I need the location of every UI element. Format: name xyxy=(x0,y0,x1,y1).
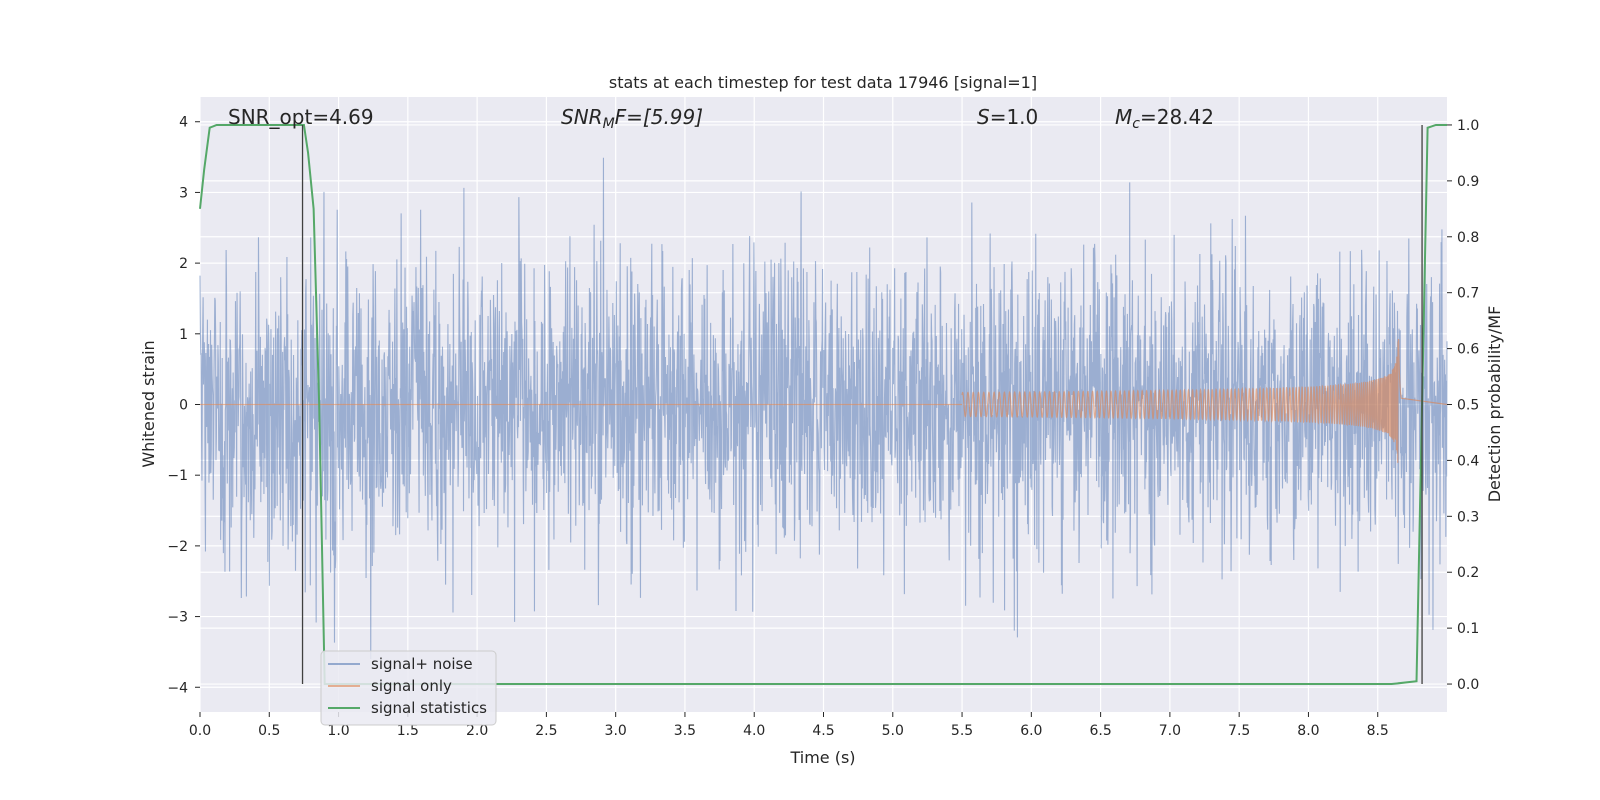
x-tick-label: 3.0 xyxy=(605,723,627,739)
annotation-s: S=1.0 xyxy=(977,105,1038,129)
y-right-tick-label: 1.0 xyxy=(1457,118,1479,134)
x-tick-label: 3.5 xyxy=(674,723,696,739)
y-left-tick-label: 4 xyxy=(179,115,188,131)
y-axis-left-label: Whitened strain xyxy=(139,340,158,467)
x-ticks: 0.0 0.5 1.0 1.5 2.0 2.5 3.0 3.5 4.0 4.5 5.0 5.5 6.0 6… xyxy=(189,712,1389,739)
y-right-tick-label: 0.2 xyxy=(1457,565,1479,581)
legend: signal+ noise signal only signal statist… xyxy=(320,650,497,726)
legend-label-signal-only: signal only xyxy=(371,677,452,695)
annotation-snr-opt: SNR_opt=4.69 xyxy=(228,105,374,129)
x-tick-label: 8.0 xyxy=(1297,723,1319,739)
y-left-tick-label: −1 xyxy=(167,468,188,484)
y-left-tick-label: 1 xyxy=(179,327,188,343)
snr-mf-sub: M xyxy=(603,116,615,132)
x-tick-label: 7.5 xyxy=(1228,723,1250,739)
y-right-tick-label: 0.5 xyxy=(1457,398,1479,414)
chart-title: stats at each timestep for test data 179… xyxy=(609,73,1037,92)
legend-label-signal-noise: signal+ noise xyxy=(371,655,473,673)
x-tick-label: 5.0 xyxy=(882,723,904,739)
legend-frame xyxy=(320,650,497,726)
s-rest: =1.0 xyxy=(990,105,1039,129)
y-right-tick-label: 0.9 xyxy=(1457,174,1479,190)
vertical-markers xyxy=(301,124,1423,685)
y-right-ticks: 0.0 0.1 0.2 0.3 0.4 0.5 0.6 0.7 0.8 0.9 1.0 xyxy=(1447,118,1479,693)
x-tick-label: 4.5 xyxy=(812,723,834,739)
y-left-tick-label: −2 xyxy=(167,539,188,555)
legend-label-signal-statistics: signal statistics xyxy=(371,699,487,717)
annotation-mc: Mc=28.42 xyxy=(1115,105,1214,132)
mc-sym: M xyxy=(1115,105,1132,129)
signal-only-line xyxy=(961,338,1448,463)
x-tick-label: 6.0 xyxy=(1020,723,1042,739)
x-tick-label: 5.5 xyxy=(951,723,973,739)
x-tick-label: 0.5 xyxy=(258,723,280,739)
y-right-tick-label: 0.7 xyxy=(1457,286,1479,302)
x-axis-label: Time (s) xyxy=(789,748,855,767)
y-right-tick-label: 0.1 xyxy=(1457,621,1479,637)
x-tick-label: 1.5 xyxy=(397,723,419,739)
y-axis-right-label: Detection probability/MF xyxy=(1485,306,1504,503)
x-tick-label: 4.0 xyxy=(743,723,765,739)
y-right-tick-label: 0.4 xyxy=(1457,453,1479,469)
series-signal-only xyxy=(200,338,1448,463)
y-left-tick-label: 3 xyxy=(179,185,188,201)
s-sym: S xyxy=(977,105,990,129)
x-tick-label: 0.0 xyxy=(189,723,211,739)
x-tick-label: 1.0 xyxy=(327,723,349,739)
y-left-tick-label: 0 xyxy=(179,398,188,414)
y-left-tick-label: −3 xyxy=(167,610,188,626)
x-tick-label: 6.5 xyxy=(1089,723,1111,739)
y-left-ticks: −4 −3 −2 −1 0 1 2 3 4 xyxy=(167,115,200,696)
x-tick-label: 8.5 xyxy=(1367,723,1389,739)
mc-rest: =28.42 xyxy=(1140,105,1214,129)
y-right-tick-label: 0.3 xyxy=(1457,509,1479,525)
x-tick-label: 2.5 xyxy=(535,723,557,739)
y-right-tick-label: 0.8 xyxy=(1457,230,1479,246)
y-right-tick-label: 0.0 xyxy=(1457,677,1479,693)
x-tick-label: 2.0 xyxy=(466,723,488,739)
y-left-tick-label: −4 xyxy=(167,680,188,696)
mc-sub: c xyxy=(1132,116,1140,132)
x-tick-label: 7.0 xyxy=(1159,723,1181,739)
snr-mf-base: SNR xyxy=(561,105,603,129)
snr-mf-rest: F=[5.99] xyxy=(615,105,703,129)
y-right-tick-label: 0.6 xyxy=(1457,342,1479,358)
y-left-tick-label: 2 xyxy=(179,256,188,272)
annotation-snr-mf: SNRMF=[5.99] xyxy=(561,105,703,132)
